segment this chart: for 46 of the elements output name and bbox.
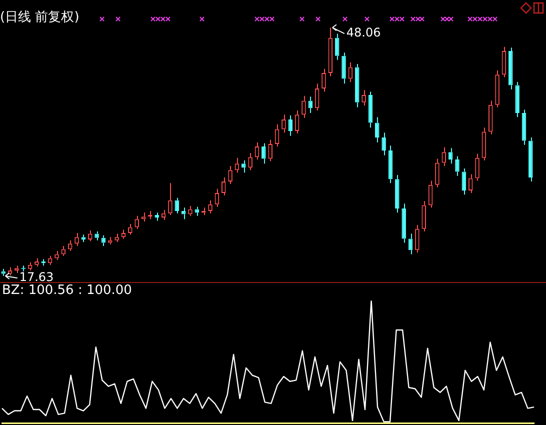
candlestick — [495, 70, 500, 108]
candlestick — [375, 116, 380, 143]
candlestick — [342, 52, 346, 84]
candlestick — [154, 212, 159, 222]
candlestick — [268, 139, 272, 162]
candlestick — [528, 136, 533, 182]
candlestick — [188, 206, 192, 216]
candlestick — [248, 152, 252, 171]
candlestick — [94, 230, 99, 241]
candlestick — [1, 268, 6, 276]
candlestick — [54, 250, 59, 260]
candlestick — [34, 258, 39, 267]
candlestick — [101, 234, 106, 247]
candlestick — [362, 90, 366, 106]
chart-title: BZ: 100.56 : 100.00 — [2, 283, 132, 298]
candlestick — [282, 114, 286, 134]
annotation: 48.06 — [346, 26, 381, 40]
candlestick — [108, 236, 112, 245]
candlestick — [308, 96, 313, 114]
candlestick — [455, 156, 460, 176]
annotation: 17.63 — [19, 270, 54, 284]
chart-title: (日线 前复权) — [0, 10, 80, 26]
candlestick — [415, 224, 420, 254]
candlestick — [382, 132, 386, 156]
candlestick — [114, 233, 119, 242]
candlestick — [8, 266, 12, 276]
candlestick — [134, 215, 139, 230]
candlestick — [442, 146, 446, 167]
candlestick — [422, 200, 426, 232]
candlestick — [262, 142, 266, 164]
candlestick — [81, 234, 86, 242]
candlestick — [435, 158, 440, 188]
candlestick — [302, 95, 306, 118]
candlestick — [475, 153, 480, 182]
candlestick — [448, 148, 453, 164]
candlestick — [228, 166, 232, 185]
candlestick — [508, 47, 513, 90]
candlestick — [515, 81, 520, 118]
candlestick — [141, 212, 146, 222]
candlestick — [168, 182, 172, 216]
candlestick — [14, 265, 19, 274]
candlestick — [288, 114, 292, 136]
candlestick — [242, 160, 246, 174]
candlestick — [395, 174, 400, 214]
candlestick — [322, 68, 326, 92]
candlestick — [402, 203, 406, 244]
